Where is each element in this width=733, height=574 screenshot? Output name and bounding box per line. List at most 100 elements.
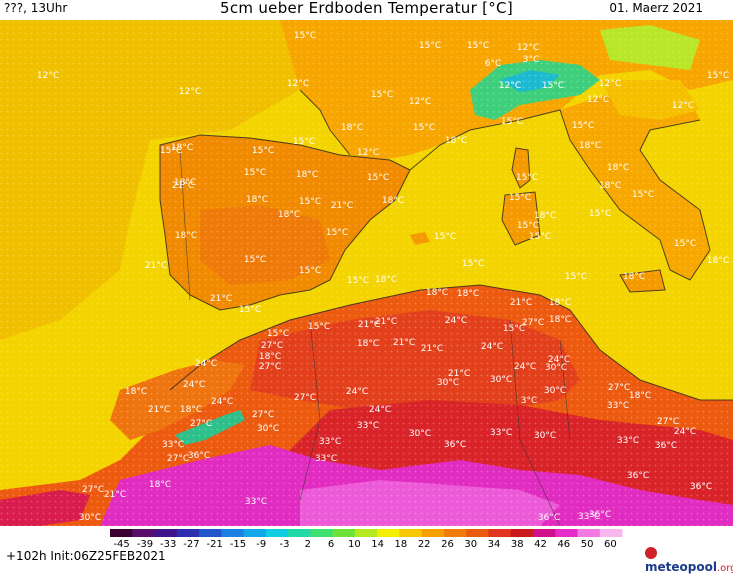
temperature-label: 12°C [517,43,539,53]
temperature-label: 12°C [357,148,379,158]
temperature-label: 15°C [294,31,316,41]
colorbar-swatch [555,529,578,537]
temperature-label: 12°C [179,87,201,97]
temperature-label: 18°C [599,181,621,191]
temperature-labels: 15°C 15°C 15°C 12°C 12°C 12°C 12°C 15°C 3°C 6°C 12… [37,31,729,523]
temperature-label: 18°C [375,275,397,285]
temperature-label: 24°C [445,316,467,326]
temperature-label: 30°C [437,378,459,388]
colorbar-swatch [132,529,156,537]
temperature-label: 15°C [308,322,330,332]
temperature-label: 24°C [211,397,233,407]
colorbar-swatch [310,529,334,537]
temperature-label: 33°C [617,436,639,446]
valid-date: 01. Maerz 2021 [609,1,703,15]
temperature-label: 18°C [707,256,729,266]
temperature-label: 18°C [579,141,601,151]
temperature-label: 12°C [37,71,59,81]
temperature-label: 12°C [499,81,521,91]
colorbar-swatch [221,529,245,537]
logo-main: meteopool [645,560,717,574]
temperature-label: 30°C [534,431,556,441]
temperature-label: 15°C [347,276,369,286]
colorbar-tick-label: 2 [305,539,311,548]
logo-suffix: .org [716,563,733,574]
map-header: ???, 13Uhr 5cm ueber Erdboden Temperatur… [0,0,733,20]
coastlines [159,89,733,401]
temperature-label: 24°C [481,342,503,352]
temperature-label: 15°C [707,71,729,81]
temperature-label: 27°C [608,383,630,393]
colorbar-tick-label: 10 [348,539,361,548]
temperature-label: 15°C [542,81,564,91]
colorbar-tick-label: 30 [464,539,477,548]
temperature-label: 27°C [82,485,104,495]
temperature-label: 18°C [296,170,318,180]
temperature-label: 18°C [174,178,196,188]
temperature-label: 30°C [409,429,431,439]
temperature-label: 18°C [549,298,571,308]
temperature-label: 18°C [607,163,629,173]
temperature-label: 21°C [104,490,126,500]
temperature-label: 18°C [629,391,651,401]
colorbar-swatch [288,529,311,537]
temperature-label: 36°C [538,513,560,523]
temperature-label: 33°C [319,437,341,447]
temperature-label: 15°C [413,123,435,133]
temperature-label: 27°C [522,318,544,328]
colorbar-tick-label: 34 [488,539,501,548]
temperature-label: 18°C [246,195,268,205]
colorbar-tick-label: -39 [137,539,153,548]
temperature-label: 15°C [509,193,531,203]
temperature-label: 18°C [426,288,448,298]
temperature-label: 15°C [503,324,525,334]
temperature-label: 27°C [167,454,189,464]
temperature-label: 36°C [690,482,712,492]
temperature-label: 36°C [655,441,677,451]
temperature-label: 21°C [448,369,470,379]
temperature-label: 30°C [490,375,512,385]
colorbar-swatch [577,529,601,537]
temperature-label: 21°C [210,294,232,304]
colorbar-ticks: -45 -39 -33 -27 -21 -15 -9 -3 2 6 10 14 18 22 26 30 34 38… [113,539,616,548]
temperature-label: 12°C [409,97,431,107]
temperature-label: 30°C [79,513,101,523]
temperature-label: 15°C [239,305,261,315]
temperature-label: 18°C [125,387,147,397]
temperature-label: 15°C [501,117,523,127]
temperature-label: 33°C [162,440,184,450]
temperature-label: 18°C [171,143,193,153]
temperature-label: 3°C [523,55,540,65]
temperature-label: 24°C [183,380,205,390]
temperature-label: 33°C [607,401,629,411]
colorbar-swatch [154,529,178,537]
colorbar: -45 -39 -33 -27 -21 -15 -9 -3 2 6 10 14 18 22 26 30 34 38… [110,529,623,548]
temperature-label: 36°C [188,451,210,461]
colorbar-tick-label: 50 [581,539,594,548]
temperature-label: 15°C [419,41,441,51]
temperature-label: 15°C [267,329,289,339]
temperature-label: 24°C [346,387,368,397]
colorbar-tick-label: 18 [395,539,408,548]
temperature-label: 12°C [672,101,694,111]
temperature-label: 12°C [587,95,609,105]
temperature-label: 15°C [632,190,654,200]
temperature-label: 21°C [148,405,170,415]
colorbar-tick-label: -27 [183,539,199,548]
temperature-label: 24°C [674,427,696,437]
temperature-label: 27°C [657,417,679,427]
temperature-label: 24°C [195,359,217,369]
temperature-label: 18°C [278,210,300,220]
temperature-label: 15°C [371,90,393,100]
temperature-label: 15°C [529,232,551,242]
colorbar-tick-label: -33 [160,539,176,548]
temperature-label: 15°C [589,209,611,219]
temperature-label: 18°C [549,315,571,325]
colorbar-tick-label: 22 [418,539,431,548]
colorbar-swatch [243,529,267,537]
meteopool-logo: meteopool.org [645,546,733,574]
temperature-label: 33°C [357,421,379,431]
temperature-label: 15°C [326,228,348,238]
colorbar-tick-label: 38 [511,539,524,548]
temperature-label: 27°C [261,341,283,351]
